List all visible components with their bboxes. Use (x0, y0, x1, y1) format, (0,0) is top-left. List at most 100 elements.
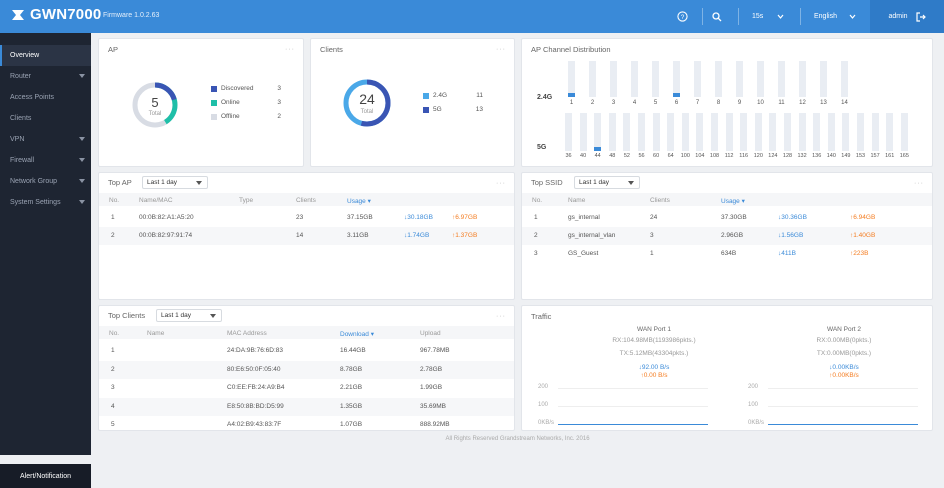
channel-label: 1 (569, 100, 574, 106)
legend-swatch-icon (423, 106, 429, 113)
sidebar-item-firewall[interactable]: Firewall (0, 150, 91, 171)
refresh-interval-select[interactable]: 15s (738, 0, 788, 33)
column-header[interactable]: Usage ▾ (347, 198, 371, 205)
panel-title: Traffic (531, 312, 552, 321)
channel-label: 136 (812, 153, 822, 159)
sidebar-item-clients[interactable]: Clients (0, 108, 91, 129)
ap-total-label: Total (148, 111, 162, 117)
table-cell-no: 2 (111, 232, 115, 239)
more-options-icon[interactable]: ··· (914, 180, 924, 187)
traffic-down-rate: ↓92.00 B/s (638, 364, 670, 371)
sidebar-item-label: Router (10, 73, 32, 80)
table-cell-no: 2 (534, 232, 538, 239)
channel-bar (565, 113, 572, 151)
table-row (522, 227, 932, 245)
column-header[interactable]: Usage ▾ (721, 198, 745, 205)
table-cell-no: 5 (111, 421, 115, 428)
alert-notification-button[interactable]: Alert/Notification (0, 464, 91, 488)
ap-total-count: 5 (151, 95, 159, 110)
column-header: Clients (296, 197, 316, 204)
table-cell-name: gs_internal_vlan (568, 232, 616, 239)
channel-label: 165 (899, 153, 909, 159)
channel-label: 12 (799, 100, 806, 106)
grid-line (768, 406, 918, 407)
sidebar-item-network-group[interactable]: Network Group (0, 171, 91, 192)
channel-label: 157 (870, 153, 880, 159)
traffic-panel: Traffic WAN Port 1 RX:104.98MB(1193986pkt… (521, 305, 933, 431)
column-header[interactable]: Download ▾ (340, 331, 374, 338)
sidebar-item-system-settings[interactable]: System Settings (0, 192, 91, 213)
logout-icon[interactable] (915, 11, 926, 22)
channel-label: 8 (716, 100, 721, 106)
sidebar-item-access-points[interactable]: Access Points (0, 87, 91, 108)
channel-fill (673, 93, 680, 97)
channel-bar (608, 113, 616, 151)
channel-bar (589, 61, 596, 97)
user-menu[interactable]: admin (870, 0, 944, 33)
channel-label: 40 (580, 153, 587, 159)
channel-bar (711, 113, 718, 151)
chevron-down-icon (777, 14, 784, 19)
legend-value: 3 (277, 85, 281, 92)
table-cell-usage: 37.15GB (347, 214, 373, 221)
firmware-version: Firmware 1.0.2.63 (103, 12, 160, 19)
top-clients-panel: Top Clients Last 1 day ··· No. Name MAC Ad… (98, 305, 515, 431)
chevron-down-icon (79, 179, 85, 183)
axis-tick-label: 0KB/s (538, 420, 555, 426)
channel-bar (740, 113, 748, 151)
top-ap-panel: Top AP Last 1 day ··· No. Name/MAC Type Cli… (98, 172, 515, 300)
top-ap-range-select[interactable]: Last 1 day (142, 176, 208, 189)
axis-tick-label: 200 (538, 384, 549, 390)
channel-label: 60 (653, 153, 660, 159)
table-row (99, 227, 514, 245)
channel-bar (784, 113, 791, 151)
table-cell-down: ↓411B (778, 250, 796, 257)
column-header: Clients (650, 197, 670, 204)
table-row (99, 360, 514, 379)
column-header: Type (239, 197, 254, 204)
sidebar-item-overview[interactable]: Overview (0, 45, 91, 66)
table-cell-no: 2 (111, 365, 115, 373)
sidebar-item-vpn[interactable]: VPN (0, 129, 91, 150)
table-cell-mac: 24:DA:9B:76:6D:83 (227, 347, 284, 354)
sidebar-item-label: Clients (10, 115, 32, 122)
channel-bar (757, 61, 764, 97)
table-cell-up: ↑6.97GB (452, 214, 478, 221)
chevron-down-icon (849, 14, 856, 19)
sidebar-item-router[interactable]: Router (0, 66, 91, 87)
channel-bar (736, 61, 743, 97)
more-options-icon[interactable]: ··· (285, 46, 295, 53)
top-clients-range-select[interactable]: Last 1 day (156, 309, 222, 322)
column-header: Name (147, 330, 165, 337)
traffic-port-name: WAN Port 2 (826, 326, 862, 333)
channel-label: 6 (674, 100, 679, 106)
help-button[interactable]: ? (668, 0, 696, 33)
channel-label: 7 (695, 100, 700, 106)
table-cell-down: 8.78GB (340, 365, 363, 373)
channel-label: 124 (768, 153, 778, 159)
column-header: No. (109, 197, 120, 204)
grid-line (558, 406, 708, 407)
language-select[interactable]: English (800, 0, 864, 33)
channel-label: 64 (667, 153, 674, 159)
channel-bar (820, 61, 827, 97)
search-button[interactable] (702, 0, 732, 33)
channel-bar (652, 113, 660, 151)
channel-bar (841, 61, 848, 97)
top-ssid-range-select[interactable]: Last 1 day (574, 176, 640, 189)
channel-label: 4 (632, 100, 637, 106)
legend-label: 5G (433, 106, 442, 113)
channel-label: 11 (778, 100, 785, 106)
more-options-icon[interactable]: ··· (496, 46, 506, 53)
table-cell-up: 967.78MB (420, 347, 450, 354)
sidebar-item-label: Access Points (10, 94, 54, 101)
table-cell-down: 2.21GB (340, 384, 363, 391)
channel-bar (594, 113, 602, 151)
panel-title: Clients (320, 45, 343, 54)
more-options-icon[interactable]: ··· (496, 313, 506, 320)
chevron-down-icon (79, 200, 85, 204)
legend-value: 11 (476, 92, 483, 99)
more-options-icon[interactable]: ··· (496, 180, 506, 187)
grid-line (558, 388, 708, 389)
legend-value: 3 (277, 99, 281, 106)
